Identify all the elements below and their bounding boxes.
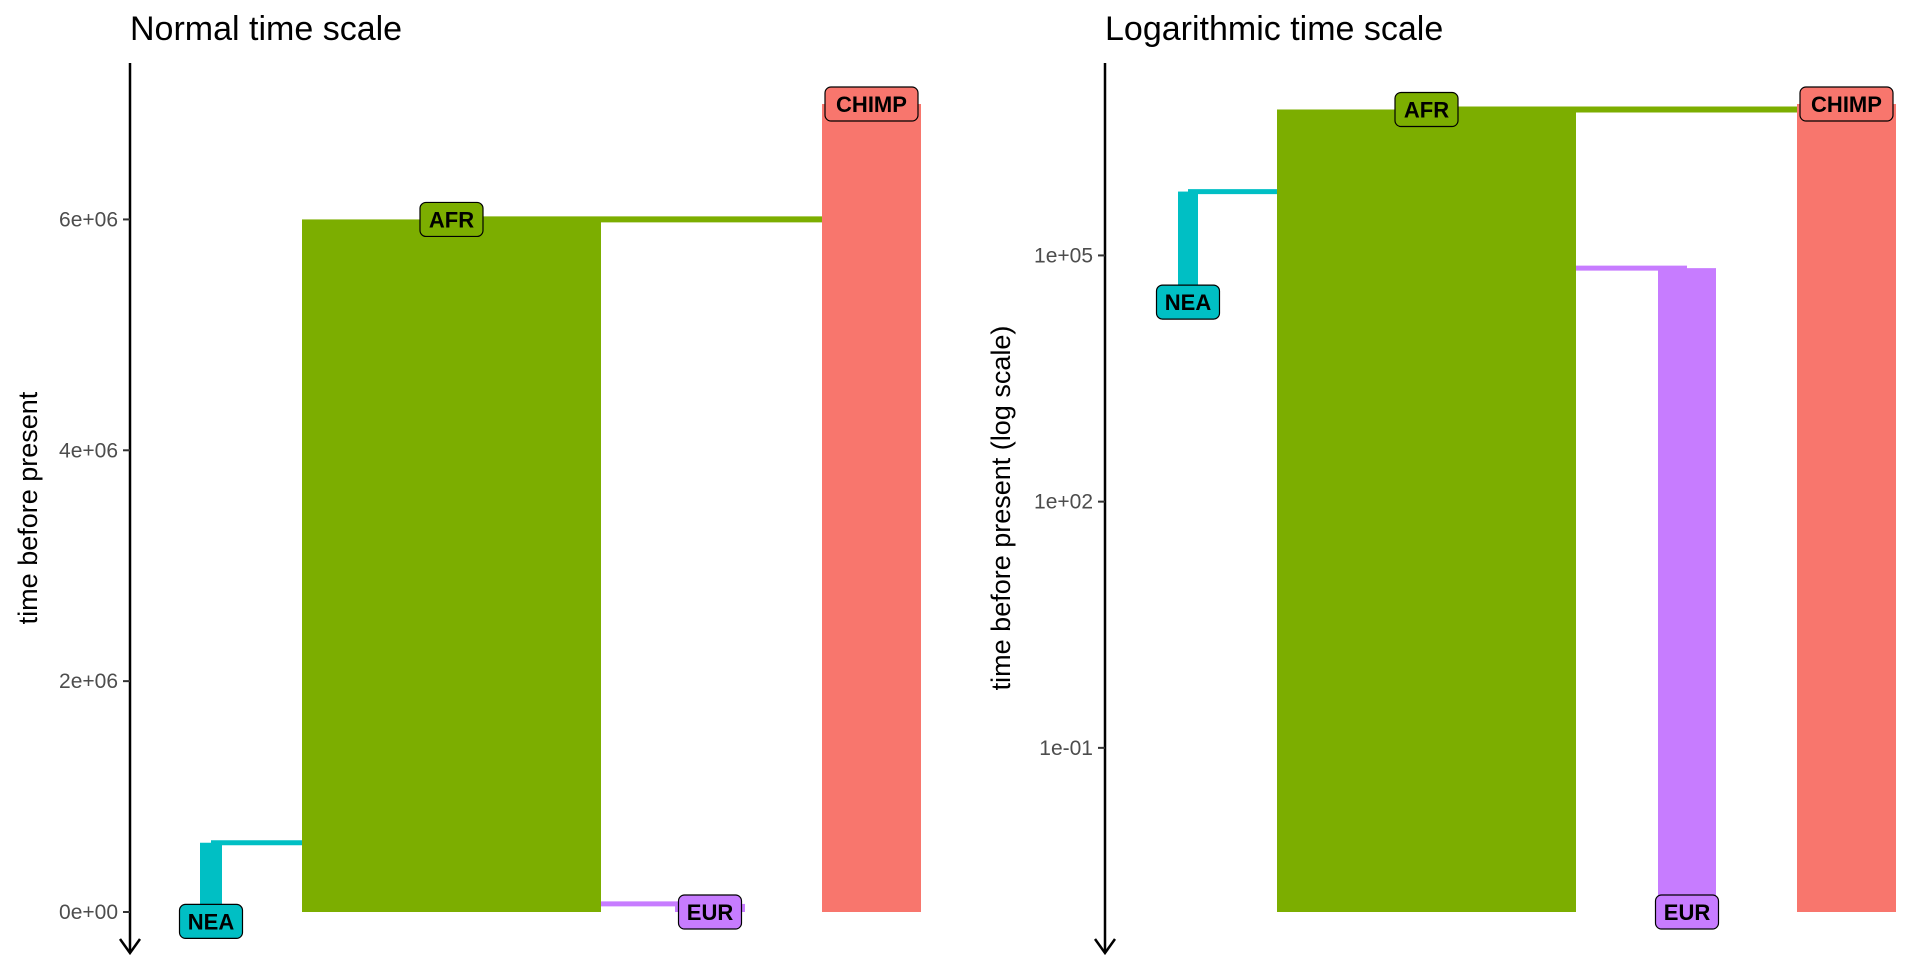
population-label-text: EUR	[687, 900, 734, 925]
population-label-box	[1654, 894, 1720, 930]
y-axis-label: time before present (log scale)	[986, 326, 1016, 691]
population-label-text: NEA	[188, 909, 235, 934]
y-tick-label: 2e+06	[59, 670, 118, 693]
y-tick-label: 1e-01	[1039, 737, 1093, 760]
population-label-text: EUR	[1664, 900, 1711, 925]
population-bar-nea	[200, 842, 222, 908]
population-label-box	[1799, 86, 1894, 122]
population-label-text: NEA	[1165, 290, 1212, 315]
y-tick-label: 0e+00	[59, 901, 118, 924]
population-label-text: AFR	[1404, 97, 1449, 122]
panel-title: Normal time scale	[130, 10, 402, 48]
y-tick-label: 1e+05	[1034, 244, 1093, 267]
population-label-chimp: CHIMP	[824, 86, 919, 122]
population-label-nea: NEA	[178, 903, 244, 939]
population-bar-chimp	[822, 104, 921, 912]
y-axis-arrow	[1093, 938, 1117, 956]
y-tick-label: 1e+02	[1034, 491, 1093, 514]
population-label-text: CHIMP	[1811, 92, 1882, 117]
population-label-box	[1155, 284, 1221, 320]
population-label-eur: EUR	[677, 894, 743, 930]
population-label-box	[419, 201, 484, 238]
y-tick-label: 4e+06	[59, 439, 118, 462]
population-label-box	[677, 894, 743, 930]
population-bar-chimp	[1797, 104, 1896, 912]
y-axis-label: time before present	[13, 391, 43, 624]
population-label-nea: NEA	[1155, 284, 1221, 320]
population-label-box	[1394, 91, 1459, 128]
population-label-eur: EUR	[1654, 894, 1720, 930]
population-label-box	[824, 86, 919, 122]
population-label-text: AFR	[429, 207, 474, 232]
population-bar-afr	[302, 219, 601, 912]
panel-normal-time-scale: Normal time scale time before present 0e…	[13, 10, 921, 956]
population-label-box	[178, 903, 244, 939]
population-bar-eur	[1658, 268, 1716, 913]
population-label-chimp: CHIMP	[1799, 86, 1894, 122]
population-bar-nea	[1178, 191, 1198, 289]
y-axis-arrow	[118, 938, 142, 956]
population-label-afr: AFR	[419, 201, 484, 238]
y-tick-label: 6e+06	[59, 208, 118, 231]
panel-title: Logarithmic time scale	[1105, 10, 1443, 48]
panel-logarithmic-time-scale: Logarithmic time scale time before prese…	[986, 10, 1896, 956]
population-label-text: CHIMP	[836, 92, 907, 117]
population-label-afr: AFR	[1394, 91, 1459, 128]
population-bar-afr	[1277, 109, 1576, 913]
